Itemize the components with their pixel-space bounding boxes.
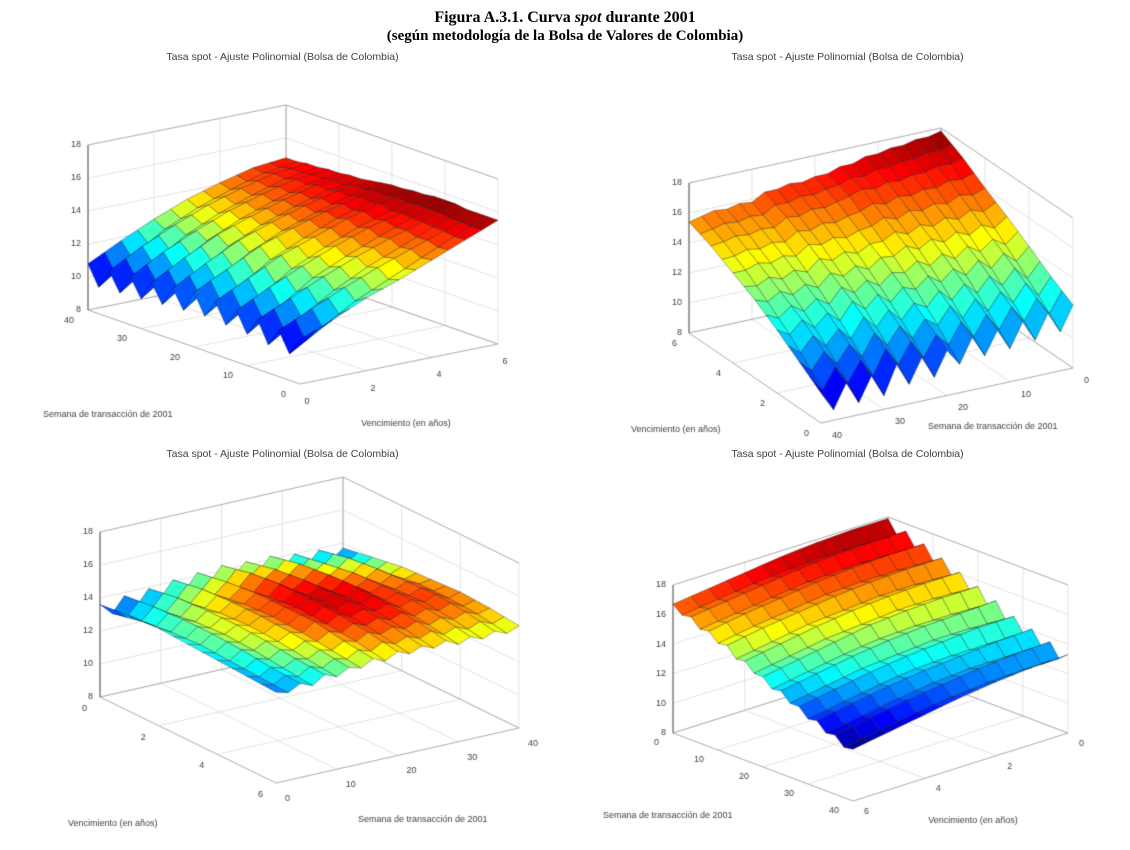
surface-plot-bottom-right xyxy=(572,465,1123,841)
surface-plot-top-right xyxy=(572,68,1123,444)
figure-title-suffix: durante 2001 xyxy=(601,9,696,26)
surface-plot-bottom-left xyxy=(7,465,558,841)
figure-subtitle: (según metodología de la Bolsa de Valore… xyxy=(386,28,744,44)
plot-title-top-right: Tasa spot - Ajuste Polinomial (Bolsa de … xyxy=(731,51,964,63)
charts-grid: Tasa spot - Ajuste Polinomial (Bolsa de … xyxy=(0,47,1130,841)
figure-header: Figura A.3.1. Curva spot durante 2001 (s… xyxy=(0,0,1130,45)
surface-panel-top-left: Tasa spot - Ajuste Polinomial (Bolsa de … xyxy=(0,47,565,444)
surface-panel-top-right: Tasa spot - Ajuste Polinomial (Bolsa de … xyxy=(565,47,1130,444)
plot-title-bottom-right: Tasa spot - Ajuste Polinomial (Bolsa de … xyxy=(731,448,964,460)
surface-plot-top-left xyxy=(7,68,558,444)
surface-panel-bottom-right: Tasa spot - Ajuste Polinomial (Bolsa de … xyxy=(565,444,1130,841)
surface-panel-bottom-left: Tasa spot - Ajuste Polinomial (Bolsa de … xyxy=(0,444,565,841)
figure-title-prefix: Figura A.3.1. Curva xyxy=(434,9,575,26)
plot-title-top-left: Tasa spot - Ajuste Polinomial (Bolsa de … xyxy=(166,51,399,63)
figure-title-italic-word: spot xyxy=(574,9,602,26)
plot-title-bottom-left: Tasa spot - Ajuste Polinomial (Bolsa de … xyxy=(166,448,399,460)
figure-title: Figura A.3.1. Curva spot durante 2001 xyxy=(0,8,1130,27)
